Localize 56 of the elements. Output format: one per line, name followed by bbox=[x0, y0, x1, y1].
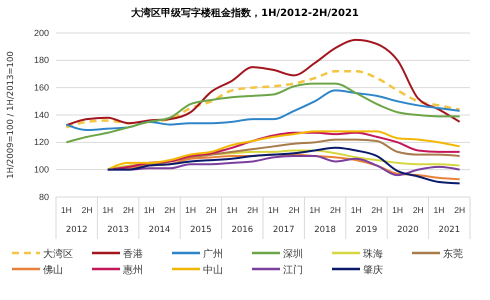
x-tick-label: 1H bbox=[392, 205, 403, 216]
x-tick-label: 2H bbox=[371, 205, 382, 216]
legend-label: 惠州 bbox=[122, 264, 143, 276]
legend-label: 佛山 bbox=[43, 264, 63, 276]
text: 2019 bbox=[356, 225, 378, 235]
x-tick-label: 1H bbox=[226, 205, 238, 216]
legend-label: 东莞 bbox=[443, 248, 463, 260]
x-tick-label: 1H bbox=[102, 205, 114, 216]
x-tick-label: 2H bbox=[247, 205, 258, 216]
x-tick-label: 1H bbox=[60, 205, 72, 216]
line-series bbox=[106, 154, 461, 180]
y-tick-label: 180 bbox=[34, 55, 49, 66]
text: 2020 bbox=[397, 225, 419, 235]
legend-label: 香港 bbox=[123, 248, 143, 260]
text: 2016 bbox=[231, 225, 254, 235]
y-tick-label: 120 bbox=[34, 137, 49, 148]
x-tick-label: 1H bbox=[268, 205, 279, 216]
legend-label: 中山 bbox=[203, 264, 223, 276]
x-tick-label: 2H bbox=[82, 205, 92, 216]
y-tick-label: 160 bbox=[34, 82, 49, 93]
line-series bbox=[106, 146, 461, 184]
x-tick-label: 1H bbox=[350, 205, 362, 216]
x-tick-label: 2H bbox=[330, 205, 341, 216]
x-tick-label: 1H bbox=[144, 205, 155, 216]
x-tick-label: 1H bbox=[309, 205, 320, 216]
x-tick-label: 1H bbox=[434, 205, 444, 216]
text: 2015 bbox=[190, 225, 212, 235]
text: 2021 bbox=[438, 225, 460, 235]
text: 2012 bbox=[66, 225, 88, 235]
x-tick-label: 2H bbox=[206, 205, 217, 216]
y-axis-title: 1H/2009=100 / 1H/2013=100 bbox=[6, 51, 16, 179]
x-tick-label: 1H bbox=[185, 205, 196, 216]
line-series bbox=[65, 70, 461, 129]
x-tick-label: 2H bbox=[123, 205, 134, 216]
legend-label: 肇庆 bbox=[363, 264, 383, 276]
y-tick-label: 200 bbox=[34, 28, 49, 38]
text: 2017 bbox=[272, 225, 295, 235]
y-tick-label: 100 bbox=[34, 164, 49, 175]
x-tick-label: 2H bbox=[164, 205, 176, 216]
legend-label: 珠海 bbox=[363, 248, 383, 260]
text: 2013 bbox=[107, 225, 129, 235]
text: 2014 bbox=[148, 225, 170, 235]
line-series bbox=[65, 38, 461, 126]
legend-label: 江门 bbox=[283, 264, 303, 276]
x-tick-label: 2H bbox=[412, 205, 424, 216]
x-tick-label: 2H bbox=[454, 205, 466, 216]
chart-title: 大湾区甲级写字楼租金指数，1H/2012-2H/2021 bbox=[130, 7, 359, 19]
legend-label: 广州 bbox=[203, 248, 223, 260]
x-tick-label: 2H bbox=[288, 205, 300, 216]
legend-label: 大湾区 bbox=[43, 248, 73, 260]
text: 2018 bbox=[314, 225, 336, 235]
y-tick-label: 140 bbox=[34, 110, 49, 120]
line-series bbox=[65, 82, 461, 144]
legend-label: 深圳 bbox=[283, 248, 303, 260]
y-tick-label: 80 bbox=[38, 192, 49, 202]
line-series bbox=[65, 89, 461, 132]
